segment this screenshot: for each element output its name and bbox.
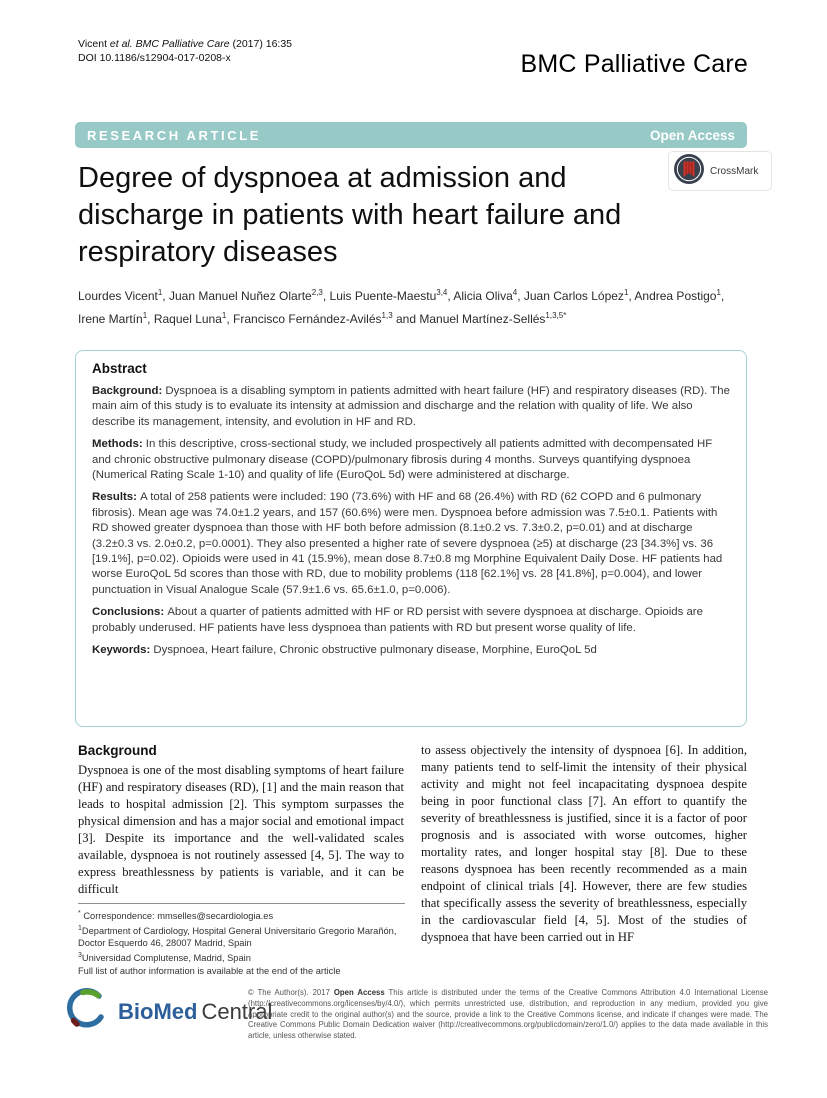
- body-column-left: Background Dyspnoea is one of the most d…: [78, 742, 404, 946]
- citation-block: Vicent et al. BMC Palliative Care (2017)…: [78, 38, 292, 65]
- footnote-divider: [78, 903, 405, 904]
- abstract-section: Conclusions: About a quarter of patients…: [92, 606, 703, 634]
- author-name: Raquel Luna1: [153, 311, 227, 326]
- citation-line: Vicent et al. BMC Palliative Care (2017)…: [78, 38, 293, 50]
- open-access-bold: Open Access: [333, 988, 385, 997]
- footnote-block: * Correspondence: mmselles@secardiologia…: [78, 903, 405, 977]
- crossmark-badge[interactable]: CrossMark: [668, 151, 772, 191]
- crossmark-label: CrossMark: [710, 165, 759, 177]
- abstract-box: Abstract Background: Dyspnoea is a disab…: [75, 350, 747, 727]
- author-name: Juan Manuel Nuñez Olarte2,3: [168, 288, 323, 303]
- biomed-central-wordmark: BioMed Central: [118, 998, 273, 1024]
- footnote-line: Full list of author information is avail…: [78, 965, 341, 976]
- author-name: Irene Martín1: [78, 311, 148, 326]
- author-name: Alicia Oliva4: [453, 288, 518, 303]
- article-type-band: RESEARCH ARTICLE Open Access: [75, 122, 747, 148]
- crossmark-icon: [673, 153, 705, 190]
- footnote-line: 1Department of Cardiology, Hospital Gene…: [78, 924, 397, 949]
- body-columns: Background Dyspnoea is one of the most d…: [78, 742, 748, 946]
- footnote-line: 3Universidad Complutense, Madrid, Spain: [78, 951, 251, 964]
- footnote-line: * Correspondence: mmselles@secardiologia…: [78, 910, 274, 922]
- abstract-section: Background: Dyspnoea is a disabling symp…: [92, 385, 730, 428]
- abstract-section-label: Conclusions:: [92, 606, 168, 619]
- abstract-section-label: Results:: [92, 491, 141, 504]
- body-column-right: to assess objectively the intensity of d…: [421, 742, 747, 946]
- article-title-line: discharge in patients with heart failure…: [78, 199, 622, 231]
- abstract-section: Methods: In this descriptive, cross-sect…: [92, 438, 713, 482]
- author-name: Juan Carlos López1: [523, 288, 629, 303]
- license-text: © The Author(s). 2017 Open Access This a…: [248, 988, 768, 1041]
- author-name: Lourdes Vicent1: [78, 288, 163, 303]
- author-list: Lourdes Vicent1, Juan Manuel Nuñez Olart…: [78, 288, 725, 326]
- author-name: Manuel Martínez-Sellés1,3,5*: [419, 311, 567, 326]
- open-access-label: Open Access: [649, 127, 735, 143]
- author-name: Luis Puente-Maestu3,4: [329, 288, 448, 303]
- body-paragraph-left: Dyspnoea is one of the most disabling sy…: [78, 763, 404, 896]
- author-name: Andrea Postigo1: [634, 288, 721, 303]
- article-title-line: respiratory diseases: [78, 236, 338, 268]
- article-title-line: Degree of dyspnoea at admission and: [78, 162, 567, 194]
- abstract-section: Results: A total of 258 patients were in…: [92, 491, 723, 596]
- doi-line: DOI 10.1186/s12904-017-0208-x: [78, 51, 231, 64]
- research-article-label: RESEARCH ARTICLE: [87, 127, 262, 143]
- journal-title: BMC Palliative Care: [520, 50, 748, 78]
- abstract-sections: Background: Dyspnoea is a disabling symp…: [92, 384, 730, 659]
- abstract-section-label: Methods:: [92, 438, 146, 451]
- abstract-section-label: Background:: [92, 385, 166, 397]
- footnote-lines: * Correspondence: mmselles@secardiologia…: [78, 908, 405, 977]
- abstract-section: Keywords: Dyspnoea, Heart failure, Chron…: [92, 644, 597, 657]
- author-name: Francisco Fernández-Avilés1,3: [233, 311, 393, 326]
- abstract-section-label: Keywords:: [92, 644, 154, 657]
- article-title: Degree of dyspnoea at admission and disch…: [78, 160, 698, 271]
- abstract-heading: Abstract: [92, 361, 147, 376]
- biomed-central-icon: [64, 986, 110, 1037]
- body-paragraph-right: to assess objectively the intensity of d…: [421, 743, 747, 944]
- biomed-central-logo: BioMed Central: [64, 986, 272, 1037]
- background-heading: Background: [78, 743, 157, 758]
